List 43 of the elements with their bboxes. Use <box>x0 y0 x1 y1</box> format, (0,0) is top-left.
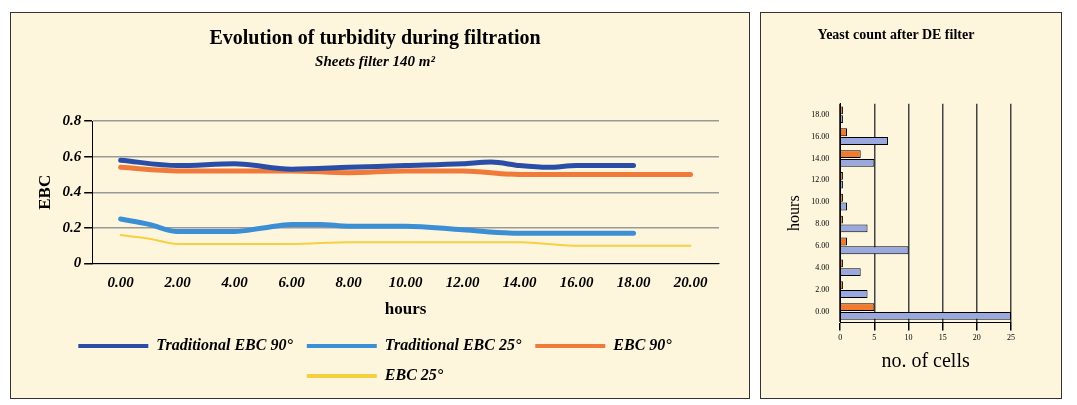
x-tick-label: 20 <box>972 333 981 343</box>
y-tick-label: 12.00 <box>811 175 830 185</box>
y-tick-label: 0.6 <box>62 147 82 164</box>
legend-label: Traditional EBC 90° <box>156 336 294 354</box>
y-axis-title: EBC <box>34 174 54 210</box>
y-tick-label: 10.00 <box>811 197 830 207</box>
x-tick-label: 12.00 <box>445 274 480 291</box>
chart-title: Evolution of turbidity during filtration <box>209 26 541 50</box>
y-tick-label: 4.00 <box>815 262 830 272</box>
x-tick-label: 6.00 <box>278 274 306 291</box>
x-tick-label: 5 <box>872 333 877 343</box>
legend-label: Traditional EBC 25° <box>384 336 522 354</box>
x-tick-label: 4.00 <box>220 274 249 291</box>
y-tick-label: 0 <box>73 254 82 271</box>
y-axis-title: hours <box>784 195 802 231</box>
x-tick-label: 16.00 <box>559 274 594 291</box>
x-tick-label: 10.00 <box>388 274 423 291</box>
y-tick-label: 6.00 <box>815 240 830 250</box>
x-axis-title: no. of cells <box>881 349 970 372</box>
x-tick-label: 20.00 <box>672 274 708 291</box>
legend-label: EBC 90° <box>612 336 673 354</box>
y-tick-label: 0.00 <box>815 306 830 316</box>
x-tick-label: 0.00 <box>107 274 135 291</box>
y-tick-label: 14.00 <box>811 153 830 163</box>
chart-title: Yeast count after DE filter <box>817 27 975 43</box>
y-tick-label: 0.2 <box>62 218 82 235</box>
x-tick-label: 8.00 <box>335 274 363 291</box>
y-tick-label: 18.00 <box>811 109 830 119</box>
y-tick-label: 0.8 <box>62 111 82 128</box>
x-tick-label: 2.00 <box>163 274 192 291</box>
x-tick-label: 18.00 <box>616 274 651 291</box>
y-tick-label: 8.00 <box>815 219 830 229</box>
y-tick-label: 0.4 <box>62 183 82 200</box>
chart-subtitle: Sheets filter 140 m² <box>315 52 436 69</box>
x-tick-label: 0 <box>838 333 843 343</box>
y-tick-label: 16.00 <box>811 131 830 141</box>
legend-label: EBC 25° <box>383 366 444 384</box>
x-tick-label: 14.00 <box>502 274 537 291</box>
x-tick-label: 15 <box>938 333 947 343</box>
x-tick-label: 25 <box>1007 333 1015 343</box>
x-axis-title: hours <box>384 299 427 319</box>
x-tick-label: 10 <box>904 333 913 343</box>
line-series <box>119 234 692 247</box>
